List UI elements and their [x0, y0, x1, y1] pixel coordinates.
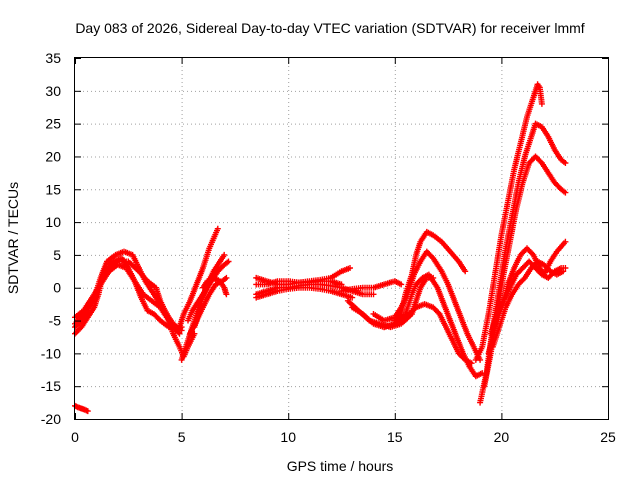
series-storm-peak [472, 81, 545, 363]
y-tick-labels: -20 -15 -10 -5 0 5 10 15 20 25 30 35 [41, 50, 61, 427]
y-tick-label: 30 [45, 83, 61, 99]
x-tick-label: 20 [494, 429, 510, 445]
marker-trace [253, 284, 356, 301]
x-tick-labels: 0 5 10 15 20 25 [71, 429, 616, 445]
series-midday-F [199, 274, 230, 298]
x-tick-label: 15 [387, 429, 403, 445]
plot-frame [74, 57, 609, 420]
y-tick-label: -5 [49, 313, 62, 329]
y-tick-label: -20 [41, 411, 61, 427]
series-quiet-E [338, 278, 405, 295]
x-tick-label: 25 [600, 429, 616, 445]
marker-trace [472, 81, 545, 363]
y-tick-label: 15 [45, 181, 61, 197]
y-tick-label: 5 [53, 247, 61, 263]
y-tick-label: 10 [45, 214, 61, 230]
marker-trace [176, 225, 221, 331]
marker-trace [338, 278, 405, 295]
series-afternoon-C [370, 248, 484, 363]
series-afternoon-E [391, 301, 475, 367]
axis-ticks [75, 58, 609, 420]
marker-trace [199, 274, 230, 298]
y-tick-label: -10 [41, 345, 61, 361]
x-tick-label: 10 [280, 429, 296, 445]
y-tick-label: 25 [45, 116, 61, 132]
y-tick-label: -15 [41, 378, 61, 394]
x-tick-label: 5 [178, 429, 186, 445]
marker-trace [253, 278, 345, 288]
x-tick-label: 0 [71, 429, 79, 445]
series-quiet-C [253, 278, 345, 288]
chart-title: Day 083 of 2026, Sidereal Day-to-day VTE… [75, 20, 584, 36]
series-quiet-D [253, 284, 356, 301]
series-midday-A [176, 225, 221, 331]
series-storm-F [489, 258, 567, 350]
marker-trace [370, 248, 484, 363]
y-tick-label: 20 [45, 148, 61, 164]
y-tick-label: 0 [53, 280, 61, 296]
marker-trace [391, 301, 475, 367]
y-axis-title: SDTVAR / TECUs [5, 182, 21, 294]
y-tick-label: 35 [45, 50, 61, 66]
x-axis-title: GPS time / hours [287, 458, 394, 474]
marker-trace [489, 258, 567, 350]
